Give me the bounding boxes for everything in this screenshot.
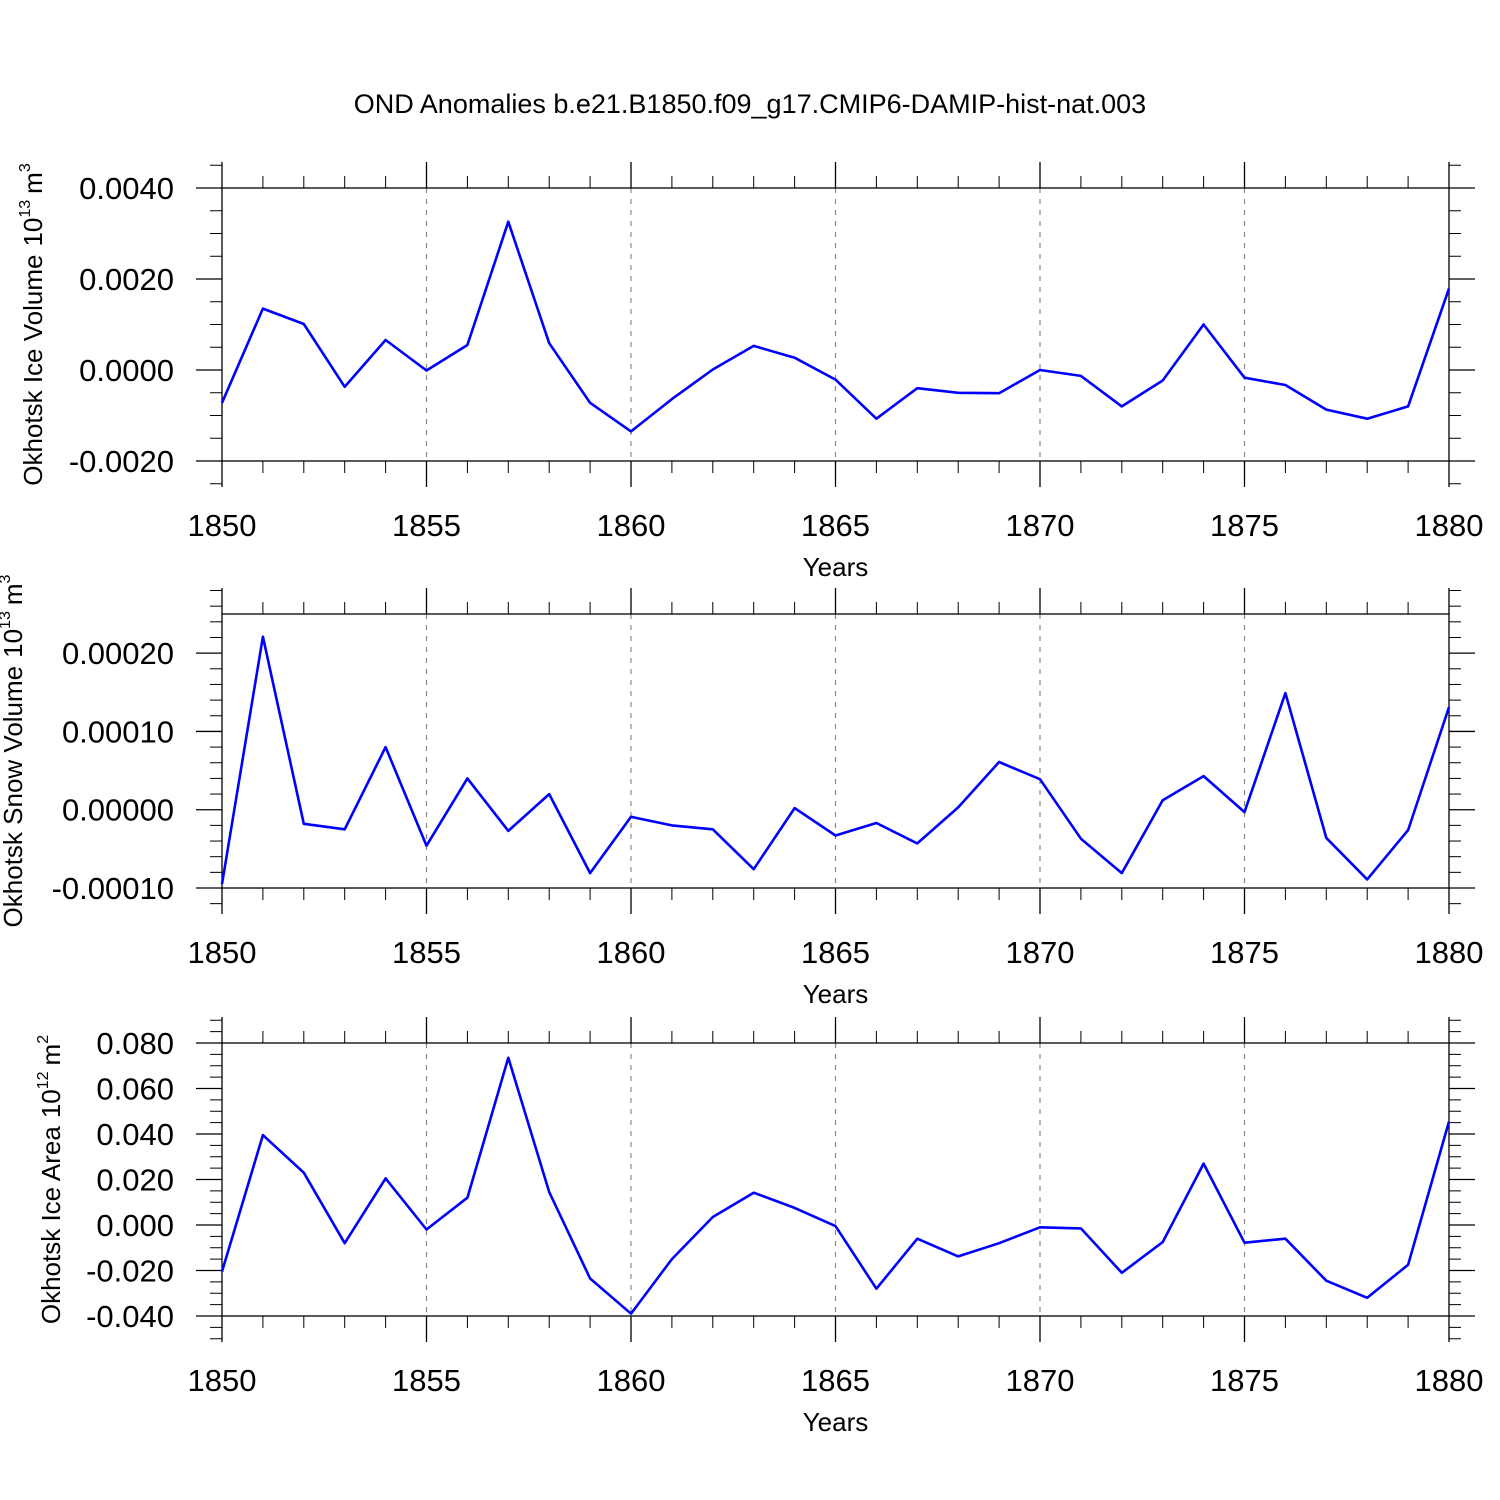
x-tick-label: 1850 xyxy=(188,1363,257,1398)
x-axis-label: Years xyxy=(803,552,869,582)
y-axis-unit-base: m xyxy=(36,1044,66,1066)
x-tick-label: 1870 xyxy=(1006,935,1075,970)
y-tick-label: 0.000 xyxy=(96,1208,174,1243)
x-tick-label: 1875 xyxy=(1210,508,1279,543)
y-tick-label: 0.020 xyxy=(96,1163,174,1198)
y-tick-label: 0.080 xyxy=(96,1026,174,1061)
y-axis-unit-mantissa: 10 xyxy=(0,629,28,658)
y-axis-unit-mantissa: 10 xyxy=(36,1089,66,1118)
x-tick-label: 1880 xyxy=(1415,1363,1484,1398)
y-axis-label: Okhotsk Snow Volume 1013 m3 xyxy=(0,574,28,927)
y-tick-label: 0.00010 xyxy=(62,714,174,749)
snow-volume-panel: -0.00010 0.00000 0.00010 0.00020 1850 1855 186… xyxy=(0,574,1483,1009)
x-tick-label: 1870 xyxy=(1006,1363,1075,1398)
y-axis-label: Okhotsk Ice Area 1012 m2 xyxy=(35,1035,66,1324)
x-tick-label: 1870 xyxy=(1006,508,1075,543)
x-tick-label: 1855 xyxy=(392,508,461,543)
y-tick-label: 0.060 xyxy=(96,1072,174,1107)
x-tick-label: 1860 xyxy=(597,508,666,543)
x-tick-label: 1865 xyxy=(801,935,870,970)
x-tick-label: 1860 xyxy=(597,1363,666,1398)
y-axis-unit-exponent: 12 xyxy=(35,1071,52,1089)
x-tick-label: 1865 xyxy=(801,1363,870,1398)
x-axis-label: Years xyxy=(803,979,869,1009)
y-axis-unit-power: 2 xyxy=(35,1035,52,1044)
ice-volume-panel: -0.0020 0.0000 0.0020 0.0040 1850 1855 1860 186… xyxy=(17,162,1483,582)
y-tick-label: -0.00010 xyxy=(52,871,174,906)
x-tick-label: 1850 xyxy=(188,935,257,970)
y-axis-unit-power: 3 xyxy=(17,163,34,172)
y-axis-unit-base: m xyxy=(0,583,28,605)
y-axis-unit-exponent: 13 xyxy=(17,200,34,218)
x-tick-label: 1855 xyxy=(392,1363,461,1398)
x-tick-label: 1875 xyxy=(1210,1363,1279,1398)
x-tick-label: 1850 xyxy=(188,508,257,543)
y-axis-unit-power: 3 xyxy=(0,574,14,583)
chart-title: OND Anomalies b.e21.B1850.f09_g17.CMIP6-… xyxy=(354,89,1146,119)
y-axis-unit-exponent: 13 xyxy=(0,611,14,629)
y-axis-label-text: Okhotsk Snow Volume xyxy=(0,666,28,928)
y-tick-label: 0.0040 xyxy=(79,171,174,206)
y-axis-label: Okhotsk Ice Volume 1013 m3 xyxy=(17,163,48,486)
x-tick-label: 1875 xyxy=(1210,935,1279,970)
y-tick-label: 0.0000 xyxy=(79,353,174,388)
y-axis-unit-mantissa: 10 xyxy=(18,218,48,247)
ice-area-panel: -0.040 -0.020 0.000 0.020 0.040 0.060 0.080 185… xyxy=(35,1017,1483,1437)
y-tick-label: -0.0020 xyxy=(69,444,174,479)
y-tick-label: 0.00020 xyxy=(62,636,174,671)
x-tick-label: 1860 xyxy=(597,935,666,970)
y-axis-label-text: Okhotsk Ice Area xyxy=(36,1126,66,1325)
y-tick-label: -0.040 xyxy=(86,1299,174,1334)
series-line xyxy=(220,635,1451,885)
x-tick-label: 1855 xyxy=(392,935,461,970)
y-axis-label-text: Okhotsk Ice Volume xyxy=(18,255,48,486)
x-tick-label: 1880 xyxy=(1415,935,1484,970)
y-tick-label: 0.040 xyxy=(96,1117,174,1152)
x-tick-label: 1880 xyxy=(1415,508,1484,543)
series-line xyxy=(220,220,1451,433)
y-tick-label: 0.00000 xyxy=(62,793,174,828)
y-tick-label: 0.0020 xyxy=(79,262,174,297)
y-axis-unit-base: m xyxy=(18,172,48,194)
x-axis-label: Years xyxy=(803,1407,869,1437)
y-tick-label: -0.020 xyxy=(86,1254,174,1289)
series-line xyxy=(220,1056,1451,1315)
x-tick-label: 1865 xyxy=(801,508,870,543)
